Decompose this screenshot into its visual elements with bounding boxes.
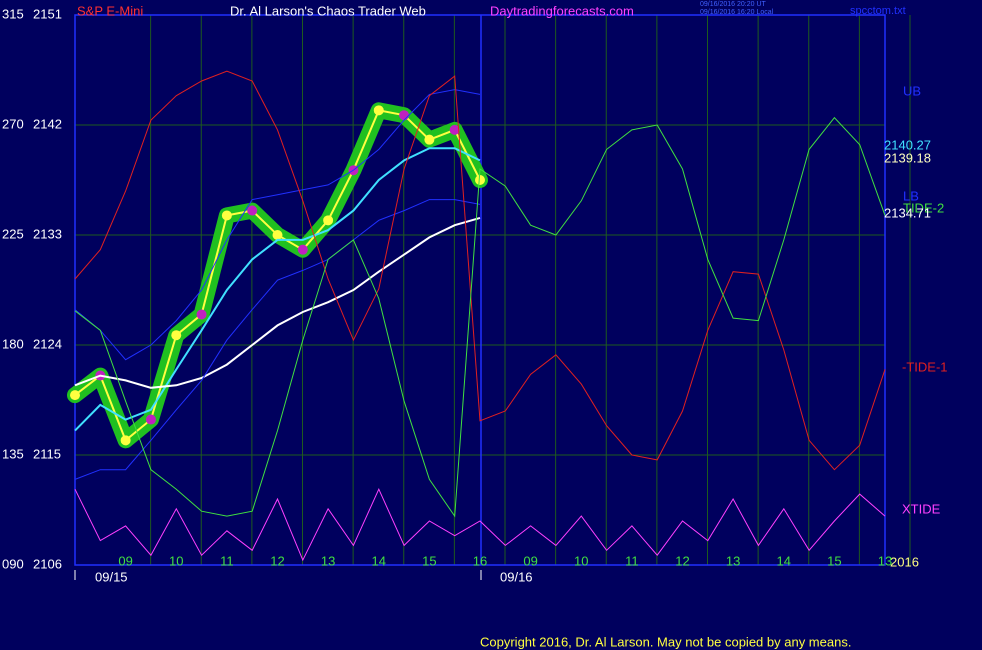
price-dot [449,124,460,135]
price-dot [424,134,435,145]
y-tick-label: 270 [2,116,24,131]
copyright: Copyright 2016, Dr. Al Larson. May not b… [480,634,851,649]
price-label: 2139.18 [884,150,931,165]
timestamp: 09/16/2016 16:20 Local [700,9,774,16]
y-tick-label: 090 [2,556,24,571]
legend-label: TIDE-2 [903,200,944,215]
year: 2016 [890,554,919,569]
x-tick-label: 11 [625,553,639,568]
x-tick-label: 15 [422,553,436,568]
x-tick-label: 15 [827,553,841,568]
y2-tick-label: 2106 [33,556,62,571]
date-label: 09/15 [95,569,128,584]
price-label: 2134.71 [884,205,931,220]
labels: S&P E-Mini Dr. Al Larson's Chaos Trader … [2,1,948,650]
series-line [74,487,886,562]
x-tick-label: 10 [574,553,588,568]
price-dot [373,105,384,116]
y2-tick-label: 2142 [33,116,62,131]
timestamp: 09/16/2016 20:20 UT [700,1,766,8]
y-tick-label: 180 [2,336,24,351]
price-dot [145,414,156,425]
y-tick-label: 315 [2,6,24,21]
x-tick-label: 11 [220,553,234,568]
legend-label: -TIDE-1 [902,359,948,374]
x-tick-label: 13 [878,553,892,568]
price-dot [399,110,410,121]
price-dot [475,175,485,185]
y-tick-label: 135 [2,446,24,461]
x-tick-label: 12 [270,553,284,568]
y2-tick-label: 2151 [33,6,62,21]
chart-title: Dr. Al Larson's Chaos Trader Web [230,3,426,18]
price-dot [70,390,80,401]
site: Daytradingforecasts.com [490,3,634,18]
y2-tick-label: 2115 [33,446,61,461]
series-line [74,199,481,480]
price-dot [297,244,308,255]
x-tick-label: 09 [118,553,132,568]
series-group [67,70,886,562]
price-dot [196,309,207,320]
price-dot [221,210,232,221]
x-tick-label: 13 [321,553,335,568]
x-tick-label: 10 [169,553,183,568]
series-line [74,70,886,471]
plot-frame [74,14,886,566]
y2-tick-label: 2124 [33,336,62,351]
price-dot [323,215,334,226]
price-dot [272,230,283,240]
legend-label: UB [903,83,921,98]
file-name: spcctom.txt [850,5,906,17]
x-tick-label: 13 [726,553,740,568]
series-line [74,116,886,518]
series-line [74,216,481,389]
price-dot [171,330,182,341]
x-tick-label: 09 [523,553,537,568]
y-tick-label: 225 [2,226,24,241]
symbol: S&P E-Mini [77,3,143,18]
legend-label: LB [903,188,919,203]
x-tick-label: 14 [777,553,791,568]
legend-label: XTIDE [902,501,941,516]
date-label: 09/16 [500,569,533,584]
price-label: 2140.27 [884,137,931,152]
y2-tick-label: 2133 [33,226,62,241]
price-dot [120,435,131,446]
series-line [74,89,481,361]
price-dot [247,205,258,216]
x-tick-label: 12 [675,553,689,568]
x-tick-label: 16 [473,553,487,568]
x-tick-label: 14 [372,553,386,568]
series-line [74,147,481,432]
